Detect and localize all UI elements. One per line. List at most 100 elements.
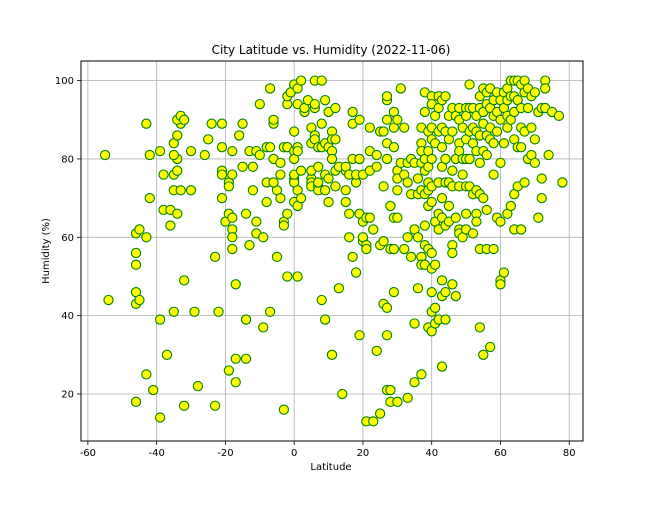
data-point [230, 279, 241, 290]
data-point [447, 126, 458, 137]
data-point [447, 247, 458, 259]
x-tick-label: -20 [217, 448, 233, 459]
data-point [533, 212, 544, 223]
x-tick-label: -40 [148, 448, 164, 459]
data-point [313, 177, 324, 188]
data-point [141, 369, 152, 380]
data-point [189, 306, 200, 317]
data-point [323, 173, 334, 184]
data-point [227, 145, 238, 157]
data-point [282, 271, 293, 282]
data-point [185, 145, 197, 157]
data-point [412, 173, 424, 184]
data-point [402, 177, 413, 188]
data-point [505, 200, 516, 212]
data-point [213, 306, 224, 317]
data-point [179, 400, 190, 411]
data-point [144, 149, 155, 161]
data-point [347, 106, 358, 118]
data-point [154, 145, 166, 157]
data-point [344, 208, 355, 219]
data-point [206, 118, 217, 129]
data-point [203, 134, 214, 145]
data-point [254, 149, 265, 161]
x-tick-label: 80 [563, 448, 576, 459]
y-axis-label: Humidity (%) [41, 218, 52, 284]
data-point [485, 341, 496, 353]
data-point [426, 196, 437, 208]
data-point [553, 110, 565, 121]
data-point [254, 98, 265, 110]
data-point [368, 224, 379, 235]
data-point [323, 196, 334, 208]
data-point [426, 153, 437, 165]
data-point [519, 177, 530, 188]
data-point [378, 126, 389, 137]
data-point [237, 161, 248, 172]
data-point [278, 220, 290, 231]
data-point [134, 294, 145, 306]
data-point [330, 181, 341, 192]
chart-title: City Latitude vs. Humidity (2022-11-06) [212, 43, 451, 57]
data-point [309, 98, 320, 110]
data-point [130, 259, 142, 270]
data-point [216, 192, 228, 204]
data-point [230, 377, 241, 388]
data-point [388, 142, 400, 153]
data-point [192, 381, 204, 392]
data-point [209, 400, 221, 411]
data-point [371, 149, 382, 161]
data-point [467, 228, 479, 239]
data-point [268, 114, 279, 125]
data-point [179, 114, 190, 125]
data-point [481, 149, 492, 161]
data-point [488, 169, 499, 180]
data-point [223, 365, 234, 376]
data-point [416, 369, 427, 380]
data-point [381, 330, 393, 341]
y-tick-label: 100 [55, 76, 74, 87]
data-point [295, 165, 307, 176]
data-point [316, 75, 327, 86]
data-point [478, 349, 489, 360]
data-point [474, 157, 485, 169]
data-point [385, 384, 396, 396]
data-point [154, 412, 166, 423]
data-point [258, 322, 269, 333]
data-point [405, 251, 417, 263]
data-point [436, 192, 448, 204]
data-point [337, 388, 348, 400]
data-point [275, 192, 286, 204]
data-point [430, 302, 441, 313]
data-point [340, 185, 351, 196]
data-point [264, 142, 276, 153]
data-point [498, 138, 510, 149]
data-point [326, 153, 338, 165]
data-point [491, 126, 503, 137]
data-point [237, 118, 248, 129]
data-point [251, 216, 262, 227]
data-point [371, 345, 382, 357]
data-point [216, 118, 228, 129]
data-point [557, 177, 568, 188]
data-point [543, 149, 554, 161]
data-point [426, 247, 437, 259]
x-tick-label: 40 [425, 448, 438, 459]
data-point [350, 267, 362, 278]
data-point [436, 142, 448, 153]
data-point [278, 404, 290, 415]
data-point [172, 165, 183, 176]
data-point [374, 408, 386, 419]
data-point [402, 232, 413, 243]
data-point [130, 396, 142, 407]
data-point [515, 224, 527, 235]
data-point [381, 114, 393, 125]
data-point [381, 153, 393, 165]
data-point [526, 122, 537, 133]
data-point [419, 106, 430, 118]
data-point [474, 322, 485, 333]
data-point [440, 91, 451, 102]
data-point [144, 192, 155, 204]
data-point [412, 283, 424, 294]
